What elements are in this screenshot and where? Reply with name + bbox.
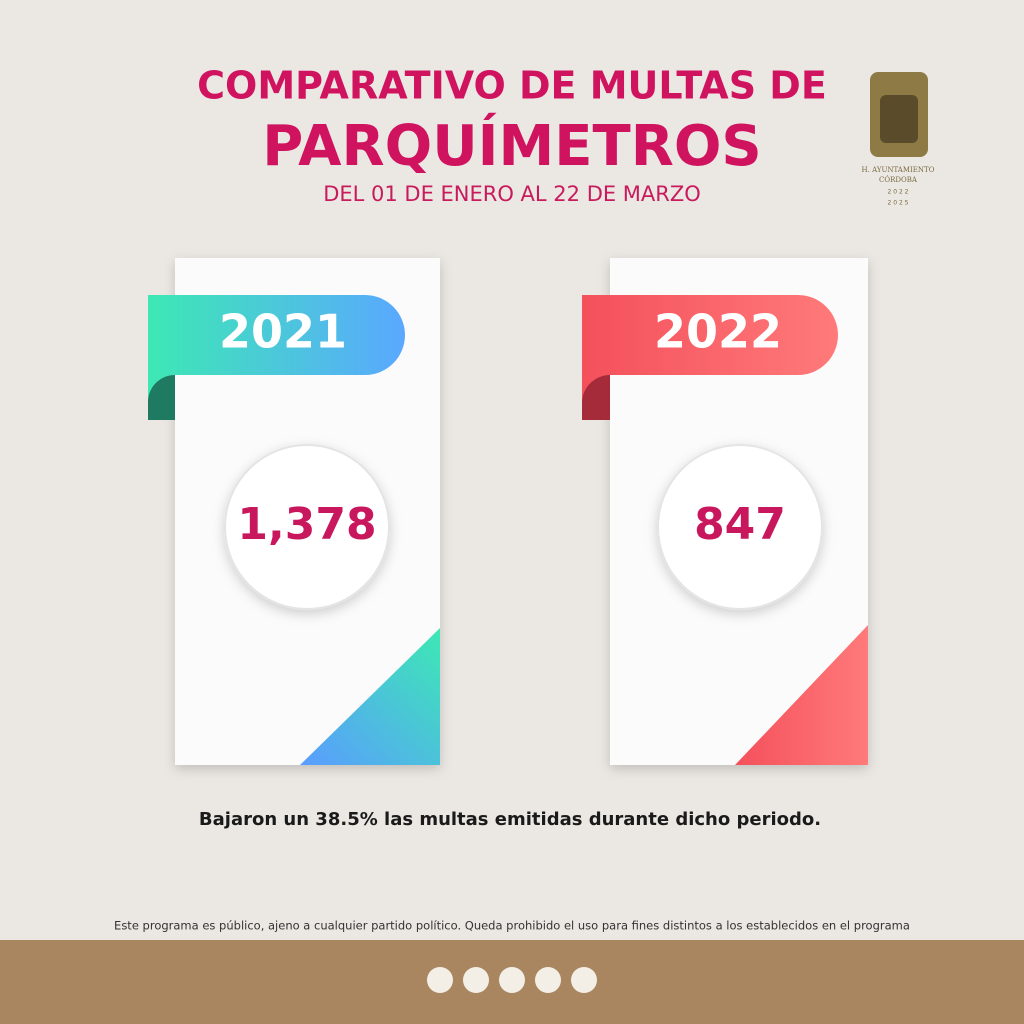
logo: H. AYUNTAMIENTO CÓRDOBA 2 0 2 2 2 0 2 5 — [862, 72, 935, 207]
twitter-icon[interactable] — [499, 967, 525, 993]
ribbon-fold — [148, 375, 175, 420]
year: 2021 — [219, 305, 347, 359]
logo-text: H. AYUNTAMIENTO — [862, 166, 935, 174]
title-line1: COMPARATIVO DE MULTAS DE — [197, 64, 827, 108]
card: 2022 847 — [582, 258, 868, 765]
youtube-icon[interactable] — [571, 967, 597, 993]
facebook-icon[interactable] — [427, 967, 453, 993]
logo-text: CÓRDOBA — [879, 175, 918, 184]
summary: Bajaron un 38.5% las multas emitidas dur… — [199, 809, 821, 830]
card-corner — [300, 628, 440, 765]
ribbon-fold — [582, 375, 610, 420]
disclaimer: Este programa es público, ajeno a cualqu… — [114, 919, 910, 933]
card-corner — [735, 625, 868, 765]
subtitle: DEL 01 DE ENERO AL 22 DE MARZO — [323, 182, 701, 206]
value-circle — [657, 444, 823, 610]
logo-text: 2 0 2 5 — [888, 200, 909, 207]
ribbon — [582, 295, 838, 403]
card: 2021 1,378 — [148, 258, 440, 765]
value: 1,378 — [237, 499, 376, 550]
ribbon — [148, 295, 405, 402]
title-line2: PARQUÍMETROS — [262, 113, 762, 179]
value-circle — [224, 444, 390, 610]
instagram-icon[interactable] — [463, 967, 489, 993]
logo-text: 2 0 2 2 — [888, 189, 909, 196]
year: 2022 — [654, 305, 782, 359]
social-icons — [427, 967, 597, 993]
tiktok-icon[interactable] — [535, 967, 561, 993]
logo-shield — [880, 95, 918, 143]
value: 847 — [694, 499, 786, 550]
